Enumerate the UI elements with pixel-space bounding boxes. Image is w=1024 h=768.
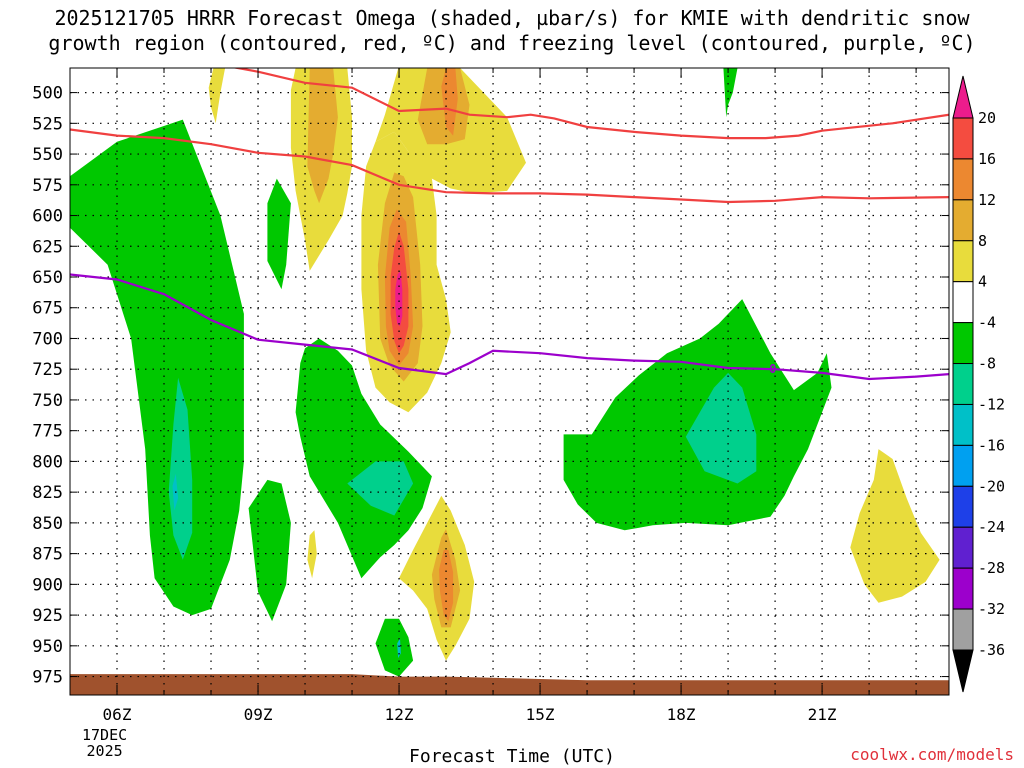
x-axis-label: Forecast Time (UTC)	[409, 746, 615, 767]
x-tick-label-09Z: 09Z	[244, 705, 273, 724]
y-tick-label-775: 775	[32, 422, 63, 442]
omega-shading	[70, 68, 940, 677]
y-tick-label-950: 950	[32, 637, 63, 657]
dgz-lower-contour	[70, 128, 949, 204]
colorbar-swatch-9	[952, 485, 974, 528]
y-tick-label-900: 900	[32, 575, 63, 595]
y-tick-label-875: 875	[32, 545, 63, 565]
omega-region-teal-afternoon	[685, 372, 757, 484]
y-tick-label-850: 850	[32, 514, 63, 534]
colorbar-bottom-arrow	[952, 649, 974, 693]
colorbar-swatch-11	[952, 567, 974, 610]
colorbar-top-arrow	[952, 75, 974, 119]
y-tick-label-500: 500	[32, 84, 63, 104]
temperature-contours: 0	[70, 68, 949, 381]
colorbar-swatch-2	[952, 199, 974, 242]
y-tick-label-700: 700	[32, 329, 63, 349]
y-tick-label-800: 800	[32, 452, 63, 472]
colorbar-swatch-4	[952, 281, 974, 324]
colorbar-label-7: -12	[978, 395, 1005, 413]
colorbar-swatch-0	[952, 117, 974, 160]
omega-region-yellow-22z	[850, 449, 940, 603]
colorbar-swatch-10	[952, 526, 974, 569]
colorbar-label-0: 20	[978, 109, 996, 127]
colorbar-swatch-3	[952, 240, 974, 283]
y-tick-label-625: 625	[32, 237, 63, 257]
title-line-1: 2025121705 HRRR Forecast Omega (shaded, …	[54, 6, 970, 30]
y-tick-label-975: 975	[32, 668, 63, 688]
y-tick-label-725: 725	[32, 360, 63, 380]
terrain-fill	[70, 674, 949, 695]
x-tick-label-18Z: 18Z	[667, 705, 696, 724]
y-tick-label-675: 675	[32, 299, 63, 319]
omega-region-green-afternoon-blob	[563, 299, 832, 531]
colorbar-label-10: -24	[978, 518, 1005, 536]
x-tick-label-15Z: 15Z	[526, 705, 555, 724]
omega-region-teal-early	[168, 377, 193, 560]
plot-frame	[69, 67, 950, 696]
x-tick-label-12Z: 12Z	[385, 705, 414, 724]
colorbar-label-8: -16	[978, 436, 1005, 454]
omega-region-green-09z-sliver	[267, 178, 291, 290]
omega-region-cyan-1200-core	[397, 638, 401, 659]
colorbar-label-13: -36	[978, 641, 1005, 659]
y-tick-label-925: 925	[32, 606, 63, 626]
y-tick-label-525: 525	[32, 114, 63, 134]
y-tick-label-550: 550	[32, 145, 63, 165]
colorbar-swatch-7	[952, 403, 974, 446]
omega-region-teal-1130	[347, 461, 414, 516]
y-tick-label-575: 575	[32, 176, 63, 196]
colorbar-label-11: -28	[978, 559, 1005, 577]
omega-region-magenta-12z	[395, 270, 403, 327]
colorbar-label-4: 4	[978, 273, 987, 291]
omega-region-green-09z-lower	[248, 479, 291, 622]
omega-region-green-1130-lower	[375, 618, 414, 677]
colorbar-label-1: 16	[978, 150, 996, 168]
contour-label-0: 0	[769, 362, 776, 376]
x-tick-label-21Z: 21Z	[808, 705, 837, 724]
colorbar-label-5: -4	[978, 314, 996, 332]
dgz-upper-contour	[231, 68, 949, 140]
colorbar-label-6: -8	[978, 355, 996, 373]
terrain-polygon	[70, 674, 949, 695]
colorbar-swatch-12	[952, 608, 974, 651]
date-label: 17DEC 2025	[82, 727, 127, 759]
x-axis: 06Z 09Z 12Z 15Z 18Z 21Z	[69, 68, 917, 724]
colorbar-label-12: -32	[978, 600, 1005, 618]
colorbar-swatch-6	[952, 363, 974, 405]
date-day: 17DEC	[82, 726, 128, 744]
colorbar-swatch-5	[952, 322, 974, 365]
y-tick-label-650: 650	[32, 268, 63, 288]
omega-region-orange-13z-upper	[441, 68, 458, 136]
y-axis: 500 525 550 575 600 625 650 675 700 725 750 775 800 8…	[32, 84, 949, 688]
omega-region-yellow-1030-dot	[307, 530, 317, 579]
y-tick-label-750: 750	[32, 391, 63, 411]
colorbar: 20 16 12 8 4 -4 -8 -12 -16 -20 -24 -28 -32 -36	[952, 75, 1005, 693]
colorbar-swatch-8	[952, 444, 974, 487]
omega-region-green-early-plume	[70, 119, 244, 616]
y-tick-label-825: 825	[32, 483, 63, 503]
y-tick-label-600: 600	[32, 207, 63, 227]
colorbar-label-9: -20	[978, 477, 1005, 495]
freezing-level-contour	[70, 273, 949, 381]
x-tick-label-06Z: 06Z	[103, 705, 132, 724]
date-year: 2025	[86, 742, 123, 760]
colorbar-label-3: 8	[978, 232, 987, 250]
omega-region-yellow-0800-sliver	[208, 68, 226, 124]
colorbar-label-2: 12	[978, 191, 996, 209]
colorbar-swatch-1	[952, 158, 974, 201]
credit-link[interactable]: coolwx.com/models	[850, 745, 1014, 764]
omega-region-green-10z-block	[295, 338, 432, 579]
title-line-2: growth region (contoured, red, ºC) and f…	[48, 31, 976, 55]
chart-title: 2025121705 HRRR Forecast Omega (shaded, …	[0, 6, 1024, 56]
omega-region-gold-10z	[307, 68, 338, 204]
